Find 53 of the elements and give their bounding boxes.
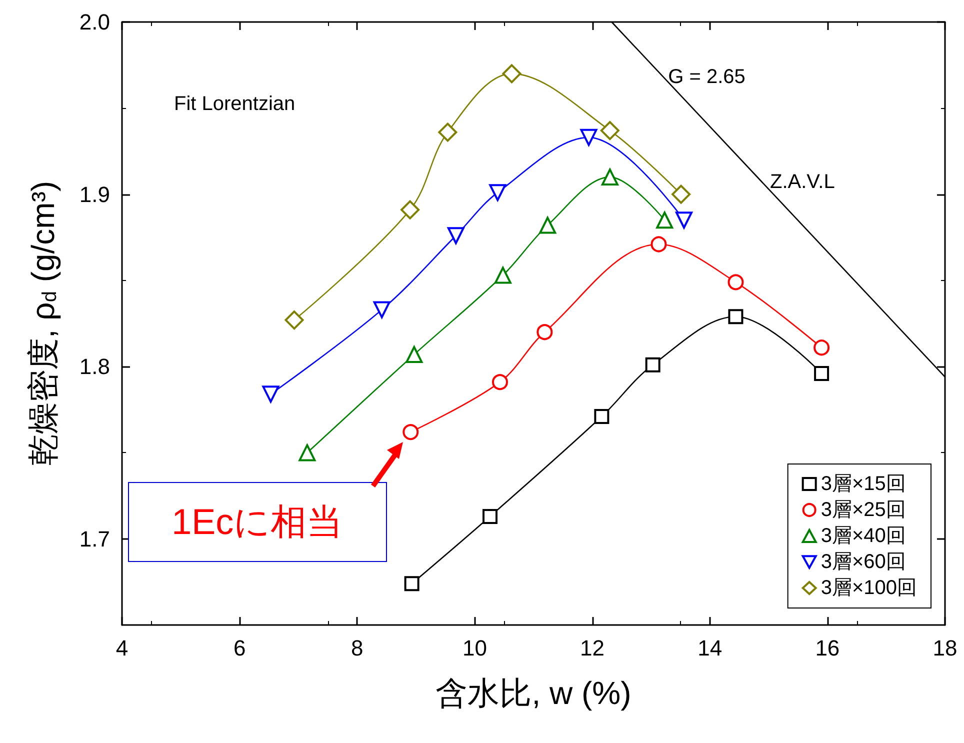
- x-tick-label: 18: [932, 636, 958, 660]
- y-tick-label: 2.0: [79, 10, 110, 34]
- point: [539, 216, 556, 234]
- point: [406, 346, 423, 364]
- annotation: Z.A.V.L: [770, 171, 835, 193]
- x-axis-title: 含水比, w (%): [436, 675, 632, 711]
- x-tick-label: 16: [815, 636, 840, 660]
- point: [580, 128, 598, 146]
- y-tick-label: 1.8: [79, 354, 110, 380]
- annotation: G = 2.65: [668, 66, 746, 88]
- annotation: 1Ecに相当: [128, 482, 387, 562]
- point: [672, 184, 691, 204]
- point: [728, 309, 744, 324]
- point: [645, 357, 660, 372]
- point: [284, 310, 304, 330]
- x-tick-label: 12: [580, 636, 605, 660]
- legend-label: 3層×100回: [820, 577, 917, 599]
- point: [656, 212, 674, 229]
- y-tick-label: 1.9: [79, 182, 110, 207]
- legend-label: 3層×15回: [820, 473, 906, 495]
- point: [675, 212, 692, 229]
- y-axis-title: 乾燥密度, ρd (g/cm³): [25, 180, 61, 466]
- point: [404, 576, 420, 592]
- point: [447, 227, 464, 244]
- legend-label: 3層×60回: [820, 551, 906, 573]
- point: [438, 122, 458, 142]
- point: [298, 444, 316, 462]
- x-tick-label: 6: [233, 636, 246, 660]
- point: [402, 424, 419, 440]
- legend-label: 3層×25回: [820, 499, 906, 521]
- x-tick-label: 4: [116, 636, 128, 660]
- point: [373, 301, 390, 318]
- annotation: Fit Lorentzian: [174, 93, 296, 115]
- x-tick-label: 14: [698, 636, 722, 660]
- point: [482, 508, 498, 524]
- point: [814, 366, 830, 381]
- point: [262, 386, 280, 403]
- legend-label: 3層×40回: [820, 525, 906, 547]
- point: [536, 324, 553, 340]
- point: [650, 236, 667, 252]
- y-tick-label: 1.7: [79, 526, 110, 552]
- point: [400, 200, 420, 220]
- point: [728, 274, 744, 290]
- point: [502, 64, 522, 84]
- point: [492, 374, 508, 390]
- x-tick-label: 10: [462, 636, 487, 660]
- point: [494, 266, 512, 284]
- point: [594, 409, 610, 424]
- x-tick-label: 8: [351, 636, 364, 660]
- point: [601, 168, 618, 186]
- point: [814, 340, 830, 356]
- point: [600, 121, 620, 140]
- point: [489, 184, 506, 202]
